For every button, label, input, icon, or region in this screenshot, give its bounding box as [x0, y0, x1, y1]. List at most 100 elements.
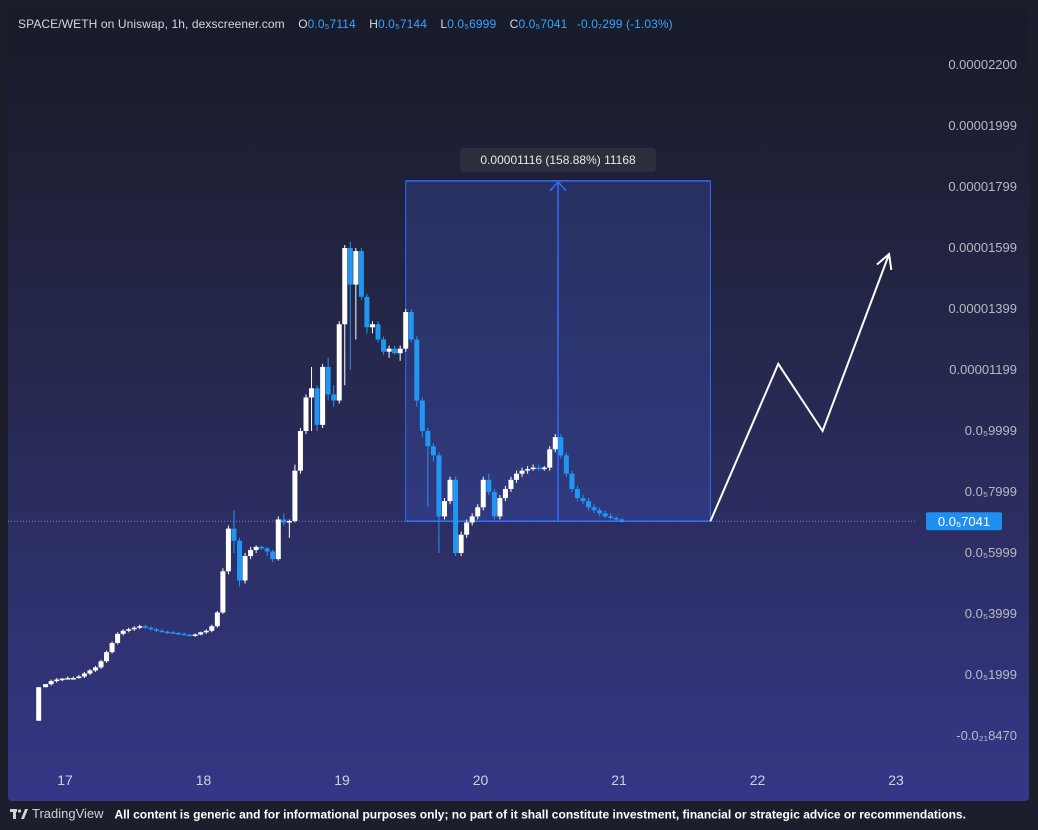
- candle-14: [115, 632, 121, 645]
- candle-58: [358, 248, 364, 300]
- candle-67: [408, 309, 414, 343]
- candle-54: [336, 321, 342, 404]
- ohlc-low: L0.0₅6999: [440, 17, 497, 31]
- candle-body: [347, 248, 353, 285]
- candle-body: [87, 670, 93, 674]
- candle-body: [70, 678, 76, 680]
- candle-body: [54, 679, 60, 682]
- candle-63: [386, 345, 392, 358]
- projection-arrow-head: [876, 252, 893, 271]
- tradingview-brand: TradingView: [32, 806, 104, 821]
- candle-83: [497, 495, 503, 520]
- y-tick-label-4: 0.00001399: [948, 301, 1017, 316]
- candle-body: [92, 667, 98, 671]
- last-price-badge-text: 0.0₅7041: [938, 514, 990, 529]
- candle-body: [514, 473, 520, 480]
- candle-25: [176, 631, 182, 636]
- candle-body: [314, 388, 320, 425]
- candle-body: [619, 519, 625, 522]
- candle-77: [464, 519, 470, 538]
- candle-body: [209, 626, 215, 631]
- candle-28: [192, 633, 198, 637]
- candle-body: [552, 437, 558, 450]
- candle-69: [419, 397, 425, 438]
- candle-29: [198, 631, 204, 636]
- candle-20: [148, 626, 154, 631]
- candle-body: [231, 528, 237, 541]
- candle-body: [59, 678, 65, 681]
- candle-body: [436, 455, 442, 517]
- candle-41: [264, 546, 270, 557]
- candle-body: [386, 348, 392, 352]
- candle-93: [552, 434, 558, 453]
- candle-6: [70, 676, 76, 680]
- candle-26: [181, 632, 187, 636]
- ohlc-open: O0.0₅7114: [298, 17, 356, 31]
- candle-46: [292, 464, 298, 523]
- candle-43: [275, 516, 281, 561]
- ohlc-high: H0.0₅7144: [369, 17, 427, 31]
- candle-body: [270, 551, 276, 560]
- candle-body: [164, 631, 170, 634]
- candle-7: [76, 675, 82, 679]
- candle-body: [508, 479, 514, 489]
- x-tick-label-2: 19: [334, 772, 350, 788]
- candle-body: [591, 507, 597, 511]
- x-tick-label-1: 18: [196, 772, 212, 788]
- candle-79: [475, 504, 481, 520]
- candle-55: [342, 244, 348, 386]
- chart-frame[interactable]: SPACE/WETH on Uniswap, 1h, dexscreener.c…: [8, 8, 1029, 801]
- candle-body: [187, 634, 193, 637]
- candle-99: [586, 498, 592, 511]
- candle-49: [309, 366, 315, 431]
- candle-body: [225, 528, 231, 572]
- disclaimer-text: All content is generic and for informati…: [114, 807, 966, 822]
- candle-body: [475, 507, 481, 517]
- candle-body: [303, 397, 309, 431]
- candle-body: [574, 488, 580, 499]
- candle-68: [414, 336, 420, 407]
- candle-body: [115, 633, 121, 643]
- projection-path: [709, 253, 891, 522]
- measure-arrow-head: [549, 180, 567, 192]
- candle-44: [281, 513, 287, 526]
- candle-body: [580, 498, 586, 502]
- candle-89: [530, 464, 536, 471]
- x-tick-label-4: 21: [611, 772, 627, 788]
- candle-body: [142, 626, 148, 628]
- candle-body: [425, 431, 431, 447]
- y-tick-label-7: 0.0₅7999: [965, 484, 1017, 499]
- candle-5: [65, 676, 71, 680]
- candle-38: [248, 546, 254, 560]
- candle-3: [54, 678, 60, 683]
- candle-80: [480, 476, 486, 511]
- candle-15: [120, 629, 126, 636]
- candle-body: [547, 449, 553, 468]
- candle-body: [458, 534, 464, 553]
- candle-94: [558, 434, 564, 459]
- candle-61: [375, 321, 381, 343]
- candle-31: [209, 624, 215, 633]
- tradingview-logo[interactable]: TradingView: [10, 806, 104, 821]
- candle-body: [76, 676, 82, 679]
- candle-body: [336, 324, 342, 401]
- candle-75: [453, 476, 459, 557]
- candle-52: [325, 357, 331, 401]
- candle-body: [198, 632, 204, 635]
- candle-body: [81, 673, 87, 677]
- candle-56: [347, 241, 353, 370]
- candle-87: [519, 467, 525, 477]
- candle-body: [453, 479, 459, 553]
- candle-body: [353, 251, 359, 285]
- candle-36: [237, 537, 243, 587]
- candle-body: [419, 400, 425, 431]
- chart-header: SPACE/WETH on Uniswap, 1h, dexscreener.c…: [18, 17, 673, 31]
- candle-11: [98, 659, 104, 669]
- candle-body: [281, 519, 287, 523]
- candle-18: [137, 624, 143, 630]
- candle-22: [159, 629, 165, 633]
- candle-101: [597, 507, 603, 517]
- candle-88: [525, 466, 531, 474]
- y-tick-label-3: 0.00001599: [948, 240, 1017, 255]
